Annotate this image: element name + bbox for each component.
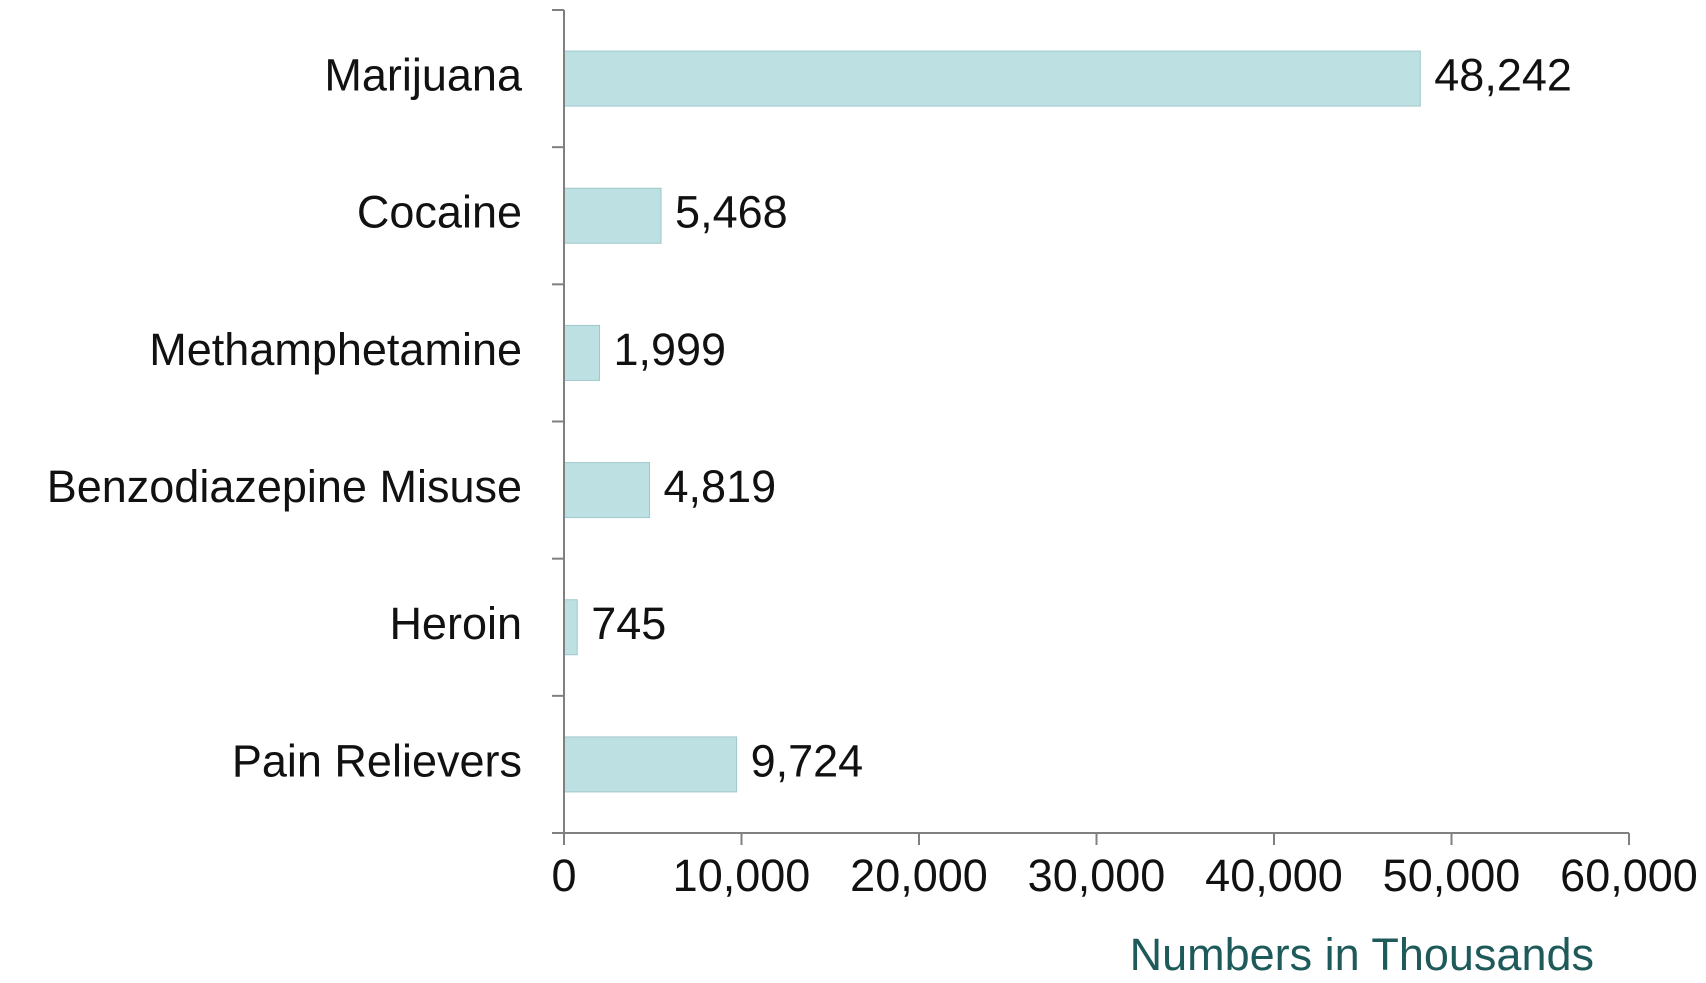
- category-label-heroin: Heroin: [389, 598, 522, 649]
- value-label-pain-relievers: 9,724: [751, 735, 864, 786]
- category-labels-group: Marijuana Cocaine Methamphetamine Benzodiaz…: [47, 49, 523, 786]
- category-label-benzodiazepine-misuse: Benzodiazepine Misuse: [47, 461, 522, 512]
- x-tick-label: 20,000: [850, 850, 988, 901]
- y-tick-marks: [552, 9, 564, 834]
- bar-cocaine: [563, 187, 662, 244]
- x-tick-label: 50,000: [1383, 850, 1521, 901]
- value-label-benzodiazepine-misuse: 4,819: [664, 461, 777, 512]
- value-label-cocaine: 5,468: [675, 187, 788, 238]
- x-tick-labels-group: 0 10,000 20,000 30,000 40,000 50,000 60,000: [551, 850, 1697, 901]
- category-label-methamphetamine: Methamphetamine: [149, 324, 522, 375]
- bars-group: [563, 50, 1421, 793]
- x-tick-label: 30,000: [1028, 850, 1166, 901]
- x-tick-marks: [563, 833, 1630, 845]
- bar-benzodiazepine-misuse: [563, 462, 651, 519]
- x-axis-title: Numbers in Thousands: [1130, 929, 1594, 980]
- x-tick-label: 10,000: [673, 850, 811, 901]
- value-labels-group: 48,242 5,468 1,999 4,819 745 9,724: [591, 49, 1572, 786]
- x-tick-label: 40,000: [1205, 850, 1343, 901]
- x-tick-label: 0: [551, 850, 576, 901]
- value-label-marijuana: 48,242: [1434, 49, 1572, 100]
- category-label-cocaine: Cocaine: [357, 187, 522, 238]
- bar-marijuana: [563, 50, 1421, 107]
- bar-heroin: [563, 599, 578, 656]
- axes-group: [552, 10, 1629, 834]
- value-label-heroin: 745: [591, 598, 666, 649]
- bar-pain-relievers: [563, 736, 738, 793]
- value-label-methamphetamine: 1,999: [613, 324, 726, 375]
- category-label-marijuana: Marijuana: [324, 49, 523, 100]
- bar-methamphetamine: [563, 324, 600, 381]
- category-label-pain-relievers: Pain Relievers: [232, 735, 522, 786]
- x-tick-label: 60,000: [1560, 850, 1698, 901]
